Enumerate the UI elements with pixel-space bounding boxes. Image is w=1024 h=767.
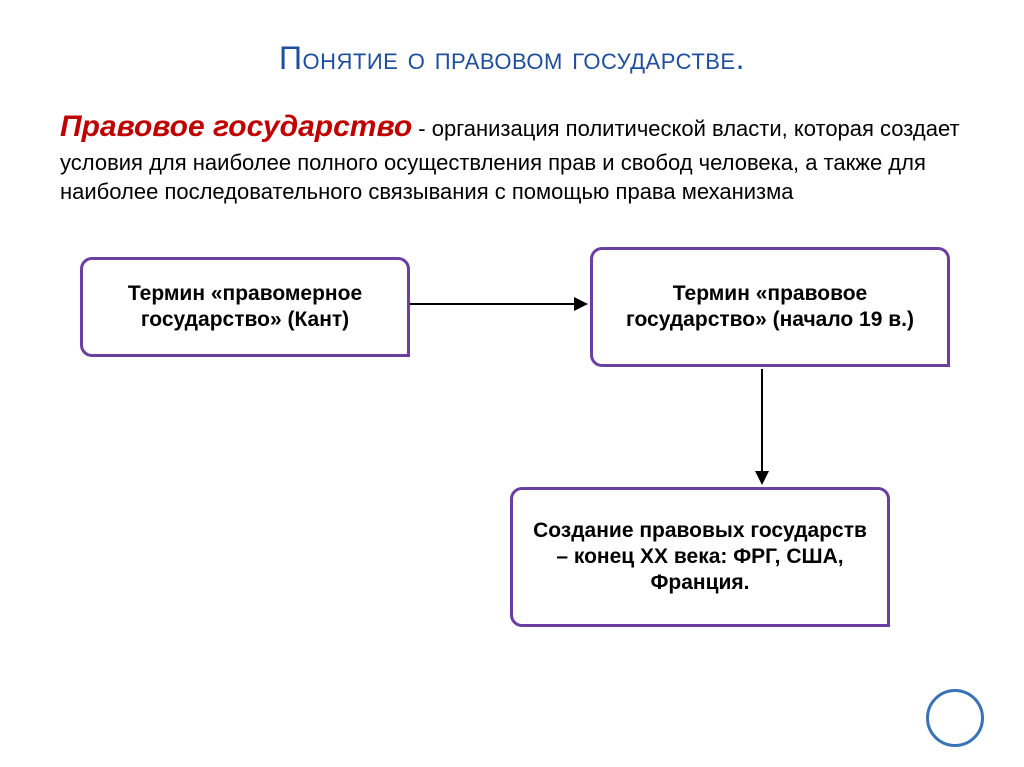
flow-node-n1: Термин «правомерное государство» (Кант) [80,257,410,357]
flowchart: Термин «правомерное государство» (Кант) Т… [60,247,970,667]
definition-term: Правовое государство [60,110,412,143]
slide-title: Понятие о правовом государстве. [60,40,964,77]
corner-decoration-circle [926,689,984,747]
flow-edge-0 [410,303,574,305]
flow-edge-3 [755,471,769,485]
flow-edge-2 [761,369,763,471]
flow-node-n2: Термин «правовое государство» (начало 19… [590,247,950,367]
flow-node-n3: Создание правовых государств – конец XX … [510,487,890,627]
flow-edge-1 [574,297,588,311]
definition-paragraph: Правовое государство - организация полит… [60,107,964,207]
